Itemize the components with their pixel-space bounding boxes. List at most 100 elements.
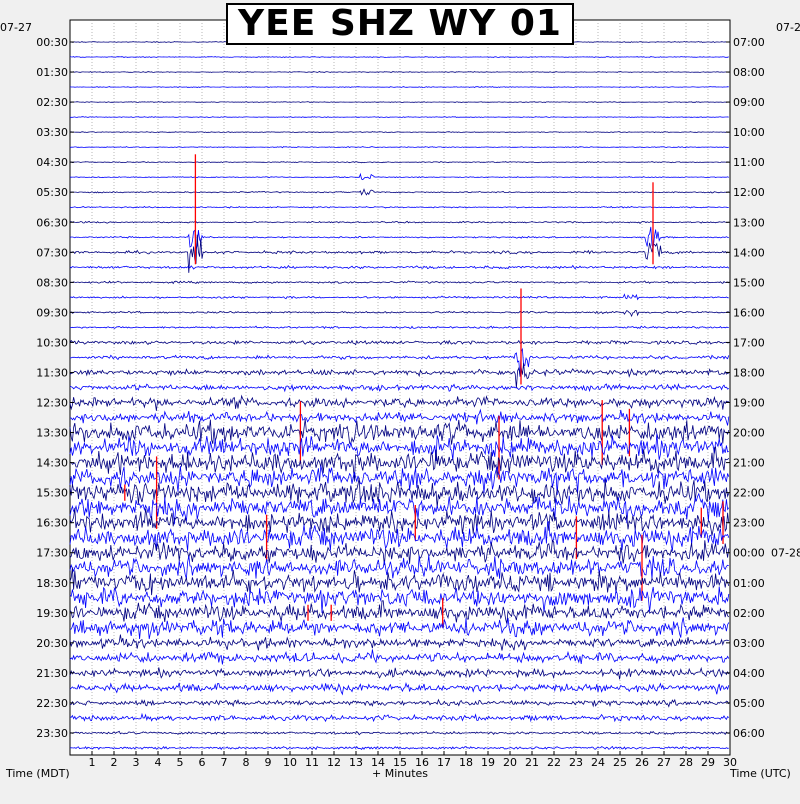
right-tick-label: 02:00 [733, 607, 765, 620]
right-tick-label: 04:00 [733, 667, 765, 680]
x-tick-label: 27 [657, 756, 671, 769]
seismic-trace [69, 382, 730, 393]
seismic-trace [69, 220, 729, 224]
seismic-trace [69, 363, 729, 389]
x-tick-label: 3 [133, 756, 140, 769]
left-tick-label: 21:30 [36, 667, 68, 680]
seismic-trace [69, 712, 730, 723]
seismic-trace [69, 226, 729, 250]
x-tick-label: 16 [415, 756, 429, 769]
chart-title: YEE SHZ WY 01 [238, 3, 562, 44]
x-tick-label: 13 [349, 756, 363, 769]
right-tick-label: 10:00 [733, 126, 765, 139]
x-tick-label: 2 [111, 756, 118, 769]
x-tick-label: 25 [613, 756, 627, 769]
x-tick-label: 15 [393, 756, 407, 769]
x-tick-label: 22 [547, 756, 561, 769]
left-tick-label: 17:30 [36, 547, 68, 560]
title-box: YEE SHZ WY 01 [226, 3, 574, 45]
seismic-trace [69, 600, 730, 624]
left-tick-label: 22:30 [36, 697, 68, 710]
right-tick-label: 14:00 [733, 246, 765, 259]
seismic-trace [69, 433, 729, 462]
seismic-trace [69, 492, 730, 525]
seismic-trace [70, 172, 729, 181]
x-tick-label: 4 [155, 756, 162, 769]
x-tick-label: 12 [327, 756, 341, 769]
left-tick-label: 00:30 [36, 36, 68, 49]
x-tick-label: 7 [221, 756, 228, 769]
seismic-trace [69, 465, 730, 495]
axes: 00:30 01:30 02:30 03:30 04:30 05:30 06:30 07:30… [0, 21, 800, 780]
left-tick-label: 10:30 [36, 336, 68, 349]
right-tick-label: 22:00 [733, 487, 765, 500]
left-tick-label: 19:30 [36, 607, 68, 620]
seismic-trace [69, 507, 730, 536]
left-tick-label: 11:30 [36, 366, 68, 379]
left-tick-label: 08:30 [36, 276, 68, 289]
x-tick-label: 1 [89, 756, 96, 769]
x-tick-label: 8 [243, 756, 250, 769]
seismic-trace [70, 116, 729, 118]
left-tick-label: 01:30 [36, 66, 68, 79]
x-tick-label: 21 [525, 756, 539, 769]
seismic-trace [70, 161, 729, 164]
left-tick-label: 05:30 [36, 186, 68, 199]
seismic-trace [69, 521, 730, 551]
seismic-trace [69, 555, 729, 580]
right-tick-label: 09:00 [733, 96, 765, 109]
x-tick-label: 20 [503, 756, 517, 769]
seismic-trace [69, 666, 730, 680]
right-tick-label: 19:00 [733, 397, 765, 410]
right-tick-label: 07:00 [733, 36, 765, 49]
seismic-trace [69, 567, 730, 596]
left-tick-label: 02:30 [36, 96, 68, 109]
right-tick-label: 13:00 [733, 216, 765, 229]
x-axis-title: + Minutes [372, 767, 428, 780]
right-tick-label: 23:00 [733, 517, 765, 530]
x-tick-label: 11 [305, 756, 319, 769]
seismic-trace [69, 101, 729, 104]
left-tick-label: 20:30 [36, 637, 68, 650]
seismic-trace [69, 339, 729, 346]
x-tick-label: 29 [701, 756, 715, 769]
seismic-trace [69, 477, 730, 508]
seismic-trace [69, 146, 729, 149]
x-tick-label: 30 [723, 756, 737, 769]
right-tick-label: 21:00 [733, 457, 765, 470]
x-tick-label: 28 [679, 756, 693, 769]
seismic-trace [69, 418, 730, 445]
seismic-trace [69, 408, 730, 426]
left-tick-label: 09:30 [36, 306, 68, 319]
right-tick-label: 17:00 [733, 336, 765, 349]
right-tick-label: 15:00 [733, 276, 765, 289]
seismic-trace [69, 446, 730, 482]
seismic-trace [69, 745, 729, 751]
right-tick-label: 16:00 [733, 306, 765, 319]
seismic-trace [69, 71, 729, 73]
x-tick-label: 18 [459, 756, 473, 769]
right-tick-label: 18:00 [733, 366, 765, 379]
x-tick-label: 23 [569, 756, 583, 769]
left-tick-label: 15:30 [36, 487, 68, 500]
seismic-trace [69, 205, 729, 209]
x-tick-label: 5 [177, 756, 184, 769]
right-date-mid-label: 07-28 [771, 547, 800, 560]
seismic-trace [69, 649, 730, 665]
seismic-trace [69, 234, 729, 273]
seismic-trace [69, 347, 730, 377]
seismic-trace [70, 730, 729, 736]
right-axis-title: Time (UTC) [729, 767, 791, 780]
left-tick-label: 14:30 [36, 457, 68, 470]
seismic-trace [69, 86, 729, 89]
seismic-trace [69, 280, 730, 285]
right-tick-label: 11:00 [733, 156, 765, 169]
right-tick-label: 03:00 [733, 637, 765, 650]
x-tick-label: 26 [635, 756, 649, 769]
right-tick-label: 08:00 [733, 66, 765, 79]
seismic-trace [69, 682, 730, 696]
seismic-trace [70, 325, 729, 330]
x-tick-label: 14 [371, 756, 385, 769]
